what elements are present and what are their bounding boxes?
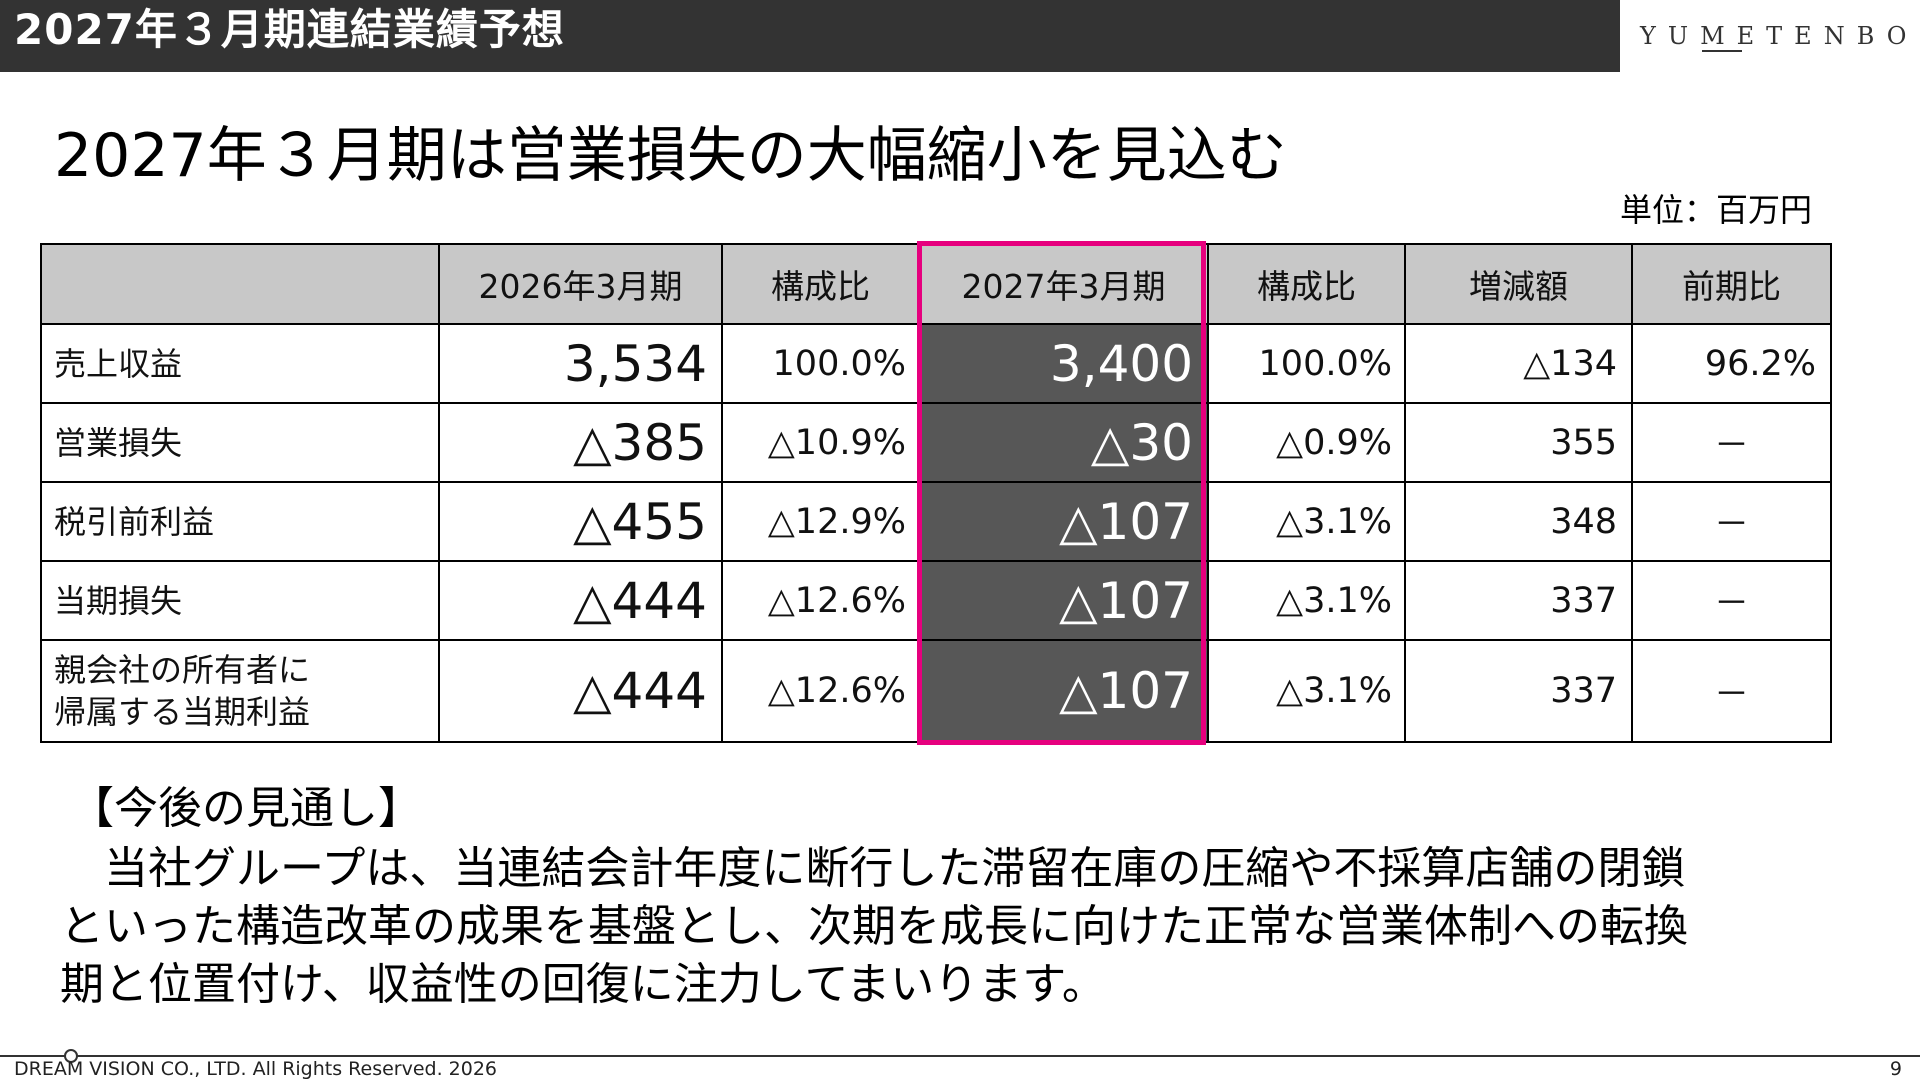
cell-ratio2026: △12.6%	[721, 560, 920, 641]
cell-ratio2027: △3.1%	[1207, 560, 1406, 641]
cell-change: 337	[1404, 560, 1633, 641]
outlook-line: といった構造改革の成果を基盤とし、次期を成長に向けた正常な営業体制への転換	[60, 901, 1688, 952]
cell-fy2026: 3,534	[438, 323, 723, 404]
cell-fy2027: △107	[918, 560, 1209, 641]
table-header-row: 2026年3月期 構成比 2027年3月期 構成比 増減額 前期比	[40, 243, 1832, 325]
unit-label: 単位：百万円	[1619, 191, 1812, 229]
cell-yoy: －	[1631, 560, 1832, 641]
outlook-heading: 【今後の見通し】	[70, 783, 422, 834]
cell-fy2026: △444	[438, 560, 723, 641]
cell-yoy: －	[1631, 481, 1832, 562]
cell-ratio2026: 100.0%	[721, 323, 920, 404]
section-title: 2027年３月期連結業績予想	[14, 5, 565, 54]
column-header-fy2027: 2027年3月期	[918, 243, 1209, 325]
table-row: 親会社の所有者に 帰属する当期利益 △444 △12.6% △107 △3.1%…	[40, 639, 1832, 743]
row-label: 当期損失	[40, 560, 440, 641]
table-row: 税引前利益 △455 △12.9% △107 △3.1% 348 －	[40, 481, 1832, 562]
column-header-ratio2026: 構成比	[721, 243, 920, 325]
cell-change: △134	[1404, 323, 1633, 404]
page-number: 9	[1889, 1058, 1902, 1080]
header-bar: 2027年３月期連結業績予想	[0, 0, 1620, 72]
row-label: 税引前利益	[40, 481, 440, 562]
cell-ratio2026: △10.9%	[721, 402, 920, 483]
table-row: 当期損失 △444 △12.6% △107 △3.1% 337 －	[40, 560, 1832, 641]
cell-fy2026: △444	[438, 639, 723, 743]
outlook-text: 当社グループは、当連結会計年度に断行した滞留在庫の圧縮や不採算店舗の閉鎖 といっ…	[60, 840, 1860, 1014]
column-header-item	[40, 243, 440, 325]
column-header-ratio2027: 構成比	[1207, 243, 1406, 325]
cell-ratio2027: 100.0%	[1207, 323, 1406, 404]
forecast-table: 2026年3月期 構成比 2027年3月期 構成比 増減額 前期比 売上収益 3…	[40, 243, 1832, 743]
column-header-change: 増減額	[1404, 243, 1633, 325]
cell-ratio2026: △12.6%	[721, 639, 920, 743]
brand-logo-underline	[1702, 50, 1742, 52]
table-row: 売上収益 3,534 100.0% 3,400 100.0% △134 96.2…	[40, 323, 1832, 404]
row-label: 親会社の所有者に 帰属する当期利益	[40, 639, 440, 743]
column-header-fy2026: 2026年3月期	[438, 243, 723, 325]
cell-change: 337	[1404, 639, 1633, 743]
cell-yoy: 96.2%	[1631, 323, 1832, 404]
cell-yoy: －	[1631, 402, 1832, 483]
copyright-text: DREAM VISION CO., LTD. All Rights Reserv…	[14, 1058, 498, 1080]
cell-fy2027: △107	[918, 481, 1209, 562]
row-label-line-1: 親会社の所有者に	[54, 651, 311, 689]
row-label: 売上収益	[40, 323, 440, 404]
outlook-line: 当社グループは、当連結会計年度に断行した滞留在庫の圧縮や不採算店舗の閉鎖	[60, 843, 1686, 894]
row-label: 営業損失	[40, 402, 440, 483]
cell-fy2027: △107	[918, 639, 1209, 743]
table-row: 営業損失 △385 △10.9% △30 △0.9% 355 －	[40, 402, 1832, 483]
footer-circle-icon	[64, 1049, 78, 1063]
column-header-yoy: 前期比	[1631, 243, 1832, 325]
cell-change: 348	[1404, 481, 1633, 562]
cell-fy2027: △30	[918, 402, 1209, 483]
brand-logo: YUMETENBO	[1640, 22, 1919, 50]
page-title: 2027年３月期は営業損失の大幅縮小を見込む	[54, 121, 1287, 191]
cell-ratio2027: △3.1%	[1207, 481, 1406, 562]
cell-ratio2027: △3.1%	[1207, 639, 1406, 743]
cell-fy2026: △455	[438, 481, 723, 562]
cell-fy2027: 3,400	[918, 323, 1209, 404]
cell-ratio2027: △0.9%	[1207, 402, 1406, 483]
cell-fy2026: △385	[438, 402, 723, 483]
cell-ratio2026: △12.9%	[721, 481, 920, 562]
outlook-line: 期と位置付け、収益性の回復に注力してまいります。	[60, 959, 1106, 1010]
cell-yoy: －	[1631, 639, 1832, 743]
footer-divider	[0, 1055, 1920, 1057]
row-label-line-2: 帰属する当期利益	[54, 693, 311, 731]
cell-change: 355	[1404, 402, 1633, 483]
